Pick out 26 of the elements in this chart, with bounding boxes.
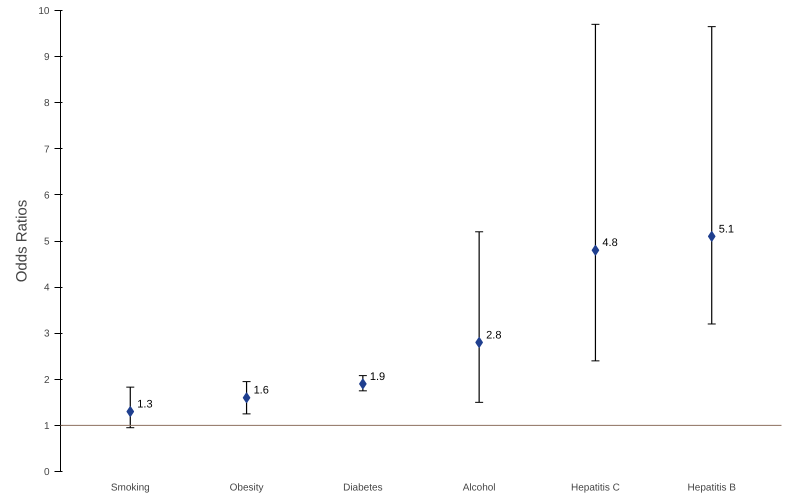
y-tick-label: 6 — [44, 190, 50, 202]
y-axis-title: Odds Ratios — [13, 200, 30, 282]
data-label: 1.9 — [370, 370, 386, 383]
y-tick-label: 5 — [44, 236, 50, 248]
y-tick-label: 4 — [44, 282, 50, 294]
data-label: 1.6 — [254, 384, 269, 397]
x-tick-label: Hepatitis C — [570, 482, 620, 494]
x-tick-label: Smoking — [110, 482, 150, 494]
data-label: 1.3 — [137, 398, 153, 411]
x-tick-label: Alcohol — [462, 482, 496, 494]
y-tick-label: 9 — [44, 52, 50, 64]
x-tick-label: Obesity — [230, 482, 264, 494]
data-label: 5.1 — [718, 223, 734, 236]
y-tick-label: 7 — [44, 144, 50, 156]
x-tick-label: Diabetes — [343, 482, 383, 494]
data-label: 2.8 — [486, 329, 502, 342]
y-tick-label: 2 — [44, 374, 50, 386]
data-label: 4.8 — [602, 237, 618, 250]
y-tick-label: 3 — [44, 328, 50, 340]
y-tick-label: 10 — [38, 6, 50, 17]
y-tick-label: 1 — [44, 420, 50, 432]
y-tick-label: 8 — [44, 98, 50, 110]
y-tick-label: 0 — [44, 467, 50, 478]
x-tick-label: Hepatitis B — [688, 482, 736, 494]
point — [708, 230, 716, 242]
point — [126, 406, 134, 418]
